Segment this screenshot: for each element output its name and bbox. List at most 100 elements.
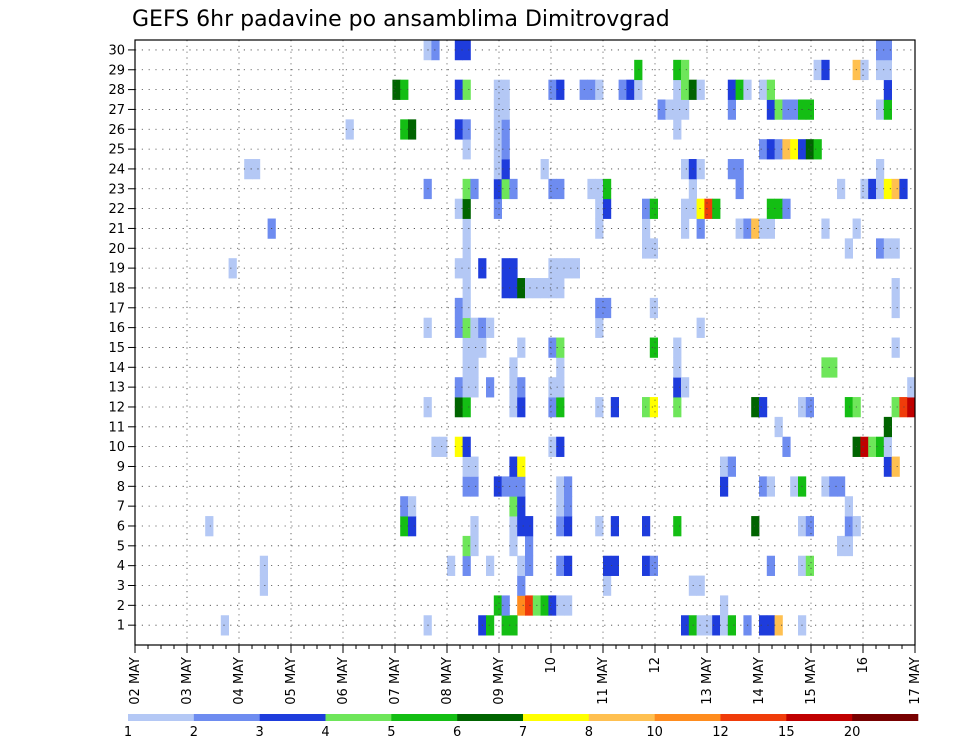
heatmap-cell xyxy=(735,218,744,239)
x-tick-label: 09 MAY xyxy=(492,657,507,705)
colorbar-label: 6 xyxy=(453,725,461,740)
heatmap-cell xyxy=(876,40,885,61)
heatmap-cell xyxy=(696,198,705,219)
heatmap-cell xyxy=(501,119,510,140)
y-tick-label: 18 xyxy=(108,281,125,296)
heatmap-cell xyxy=(244,159,253,180)
heatmap-cell xyxy=(805,397,814,418)
heatmap-cell xyxy=(595,178,604,200)
y-tick-label: 27 xyxy=(108,103,125,118)
x-tick-label: 16 xyxy=(856,657,871,674)
heatmap-cell xyxy=(720,476,729,497)
heatmap-cell xyxy=(454,317,463,338)
y-tick-label: 15 xyxy=(108,341,125,356)
heatmap-cell xyxy=(782,436,791,457)
heatmap-cell xyxy=(462,476,471,497)
heatmap-cell xyxy=(759,79,768,100)
y-tick-label: 17 xyxy=(108,301,125,316)
heatmap-cell xyxy=(470,337,479,358)
colorbar-swatch xyxy=(588,714,655,721)
heatmap-cell xyxy=(501,278,510,299)
y-tick-label: 28 xyxy=(108,83,125,98)
heatmap-cell xyxy=(501,476,510,497)
heatmap-cell xyxy=(782,198,791,219)
heatmap-cell xyxy=(774,615,783,636)
heatmap-cell xyxy=(462,278,471,299)
heatmap-cell xyxy=(564,595,573,616)
heatmap-cell xyxy=(431,40,440,61)
heatmap-cell xyxy=(525,595,534,616)
heatmap-cell xyxy=(509,496,518,517)
y-tick-label: 12 xyxy=(108,400,125,415)
heatmap-cell xyxy=(556,377,565,398)
heatmap-cell xyxy=(493,79,502,100)
heatmap-cell xyxy=(681,198,690,219)
colorbar-swatch xyxy=(259,714,326,721)
x-axis: 02 MAY 03 MAY 04 MAY 05 MAY 06 MAY 07 MAY 08 M… xyxy=(128,645,923,705)
heatmap-cell xyxy=(486,615,495,636)
heatmap-cell xyxy=(766,555,775,576)
heatmap-cell xyxy=(673,397,682,418)
heatmap-cell xyxy=(610,397,619,418)
heatmap-cell xyxy=(486,377,495,398)
heatmap-cell xyxy=(790,99,799,120)
heatmap-cell xyxy=(751,218,760,239)
heatmap-cell xyxy=(470,357,479,378)
heatmap-cell xyxy=(790,476,799,497)
heatmap-cell xyxy=(493,476,502,497)
heatmap-cell xyxy=(462,377,471,398)
heatmap-cell xyxy=(595,79,604,100)
heatmap-cell xyxy=(548,436,557,457)
heatmap-cell xyxy=(493,139,502,160)
colorbar-label: 15 xyxy=(778,725,795,740)
heatmap-cell xyxy=(844,516,853,537)
heatmap-cell xyxy=(509,258,518,279)
heatmap-cell xyxy=(509,516,518,537)
heatmap-cell xyxy=(579,79,588,100)
heatmap-cell xyxy=(821,357,830,378)
heatmap-cell xyxy=(548,377,557,398)
y-tick-label: 22 xyxy=(108,202,125,217)
heatmap-cell xyxy=(509,178,518,200)
heatmap-cell xyxy=(673,337,682,358)
heatmap-cell xyxy=(610,516,619,537)
y-tick-label: 1 xyxy=(117,619,125,634)
y-tick-label: 23 xyxy=(108,182,125,197)
y-tick-label: 5 xyxy=(117,539,125,554)
heatmap-cell xyxy=(649,397,658,418)
heatmap-cell xyxy=(595,317,604,338)
heatmap-cell xyxy=(860,178,869,200)
heatmap-cell xyxy=(720,456,729,477)
heatmap-cell xyxy=(509,377,518,398)
heatmap-cell xyxy=(883,238,892,259)
heatmap-cell xyxy=(837,476,846,497)
grid-lines xyxy=(135,40,915,645)
heatmap-cell xyxy=(556,555,565,576)
heatmap-cell xyxy=(501,99,510,120)
heatmap-cell xyxy=(462,238,471,259)
colorbar-swatch xyxy=(786,714,853,721)
heatmap-cell xyxy=(844,238,853,259)
heatmap-cell xyxy=(673,377,682,398)
heatmap-cell xyxy=(517,397,526,418)
heatmap-cell xyxy=(408,496,417,517)
heatmap-cell xyxy=(548,337,557,358)
heatmap-cell xyxy=(790,139,799,160)
y-tick-label: 11 xyxy=(108,420,125,435)
x-tick-label: 06 MAY xyxy=(336,657,351,705)
colorbar-label: 4 xyxy=(321,725,329,740)
heatmap-cell xyxy=(556,476,565,497)
heatmap-cell xyxy=(860,436,869,457)
heatmap-cell xyxy=(501,178,510,200)
heatmap-cell xyxy=(556,178,565,200)
heatmap-cell xyxy=(837,535,846,557)
heatmap-cell xyxy=(876,159,885,180)
heatmap-cell xyxy=(493,119,502,140)
colorbar-swatch xyxy=(391,714,458,721)
heatmap-cell xyxy=(509,535,518,557)
x-tick-label: 08 MAY xyxy=(440,657,455,705)
heatmap-cell xyxy=(454,198,463,219)
colorbar-label: 10 xyxy=(646,725,663,740)
heatmap-cell xyxy=(501,615,510,636)
heatmap-cell xyxy=(681,159,690,180)
